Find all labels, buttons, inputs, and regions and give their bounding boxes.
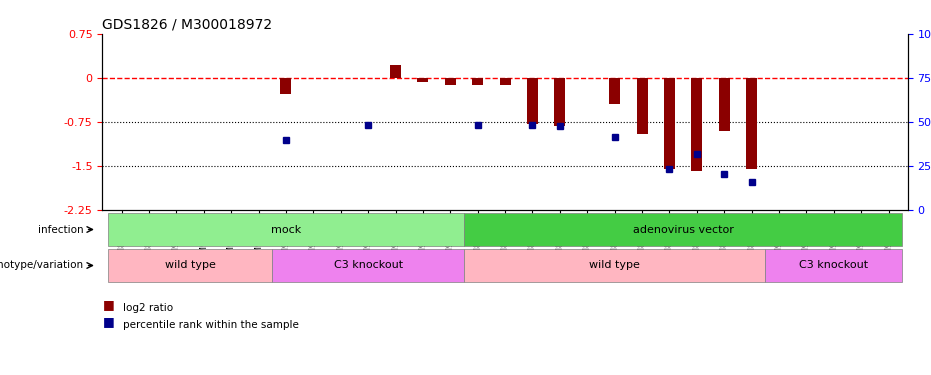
Bar xyxy=(390,65,401,78)
Text: percentile rank within the sample: percentile rank within the sample xyxy=(123,320,299,330)
Bar xyxy=(472,78,483,85)
Text: adenovirus vector: adenovirus vector xyxy=(633,225,734,234)
Bar xyxy=(664,78,675,169)
Text: ■: ■ xyxy=(103,315,115,328)
Bar xyxy=(554,78,565,126)
Bar xyxy=(445,78,456,85)
Text: infection: infection xyxy=(38,225,84,234)
Text: log2 ratio: log2 ratio xyxy=(123,303,173,313)
Text: C3 knockout: C3 knockout xyxy=(799,261,869,270)
Bar xyxy=(500,78,510,85)
Text: genotype/variation: genotype/variation xyxy=(0,261,84,270)
Text: wild type: wild type xyxy=(589,261,641,270)
Bar xyxy=(280,78,291,94)
Bar xyxy=(527,78,538,124)
Bar xyxy=(719,78,730,131)
Bar xyxy=(609,78,620,104)
Text: C3 knockout: C3 knockout xyxy=(333,261,403,270)
Bar xyxy=(637,78,647,134)
Bar xyxy=(417,78,428,82)
Text: mock: mock xyxy=(271,225,301,234)
Text: ■: ■ xyxy=(103,298,115,311)
Bar xyxy=(692,78,702,171)
Text: wild type: wild type xyxy=(165,261,215,270)
Text: GDS1826 / M300018972: GDS1826 / M300018972 xyxy=(102,17,273,31)
Bar xyxy=(746,78,757,169)
